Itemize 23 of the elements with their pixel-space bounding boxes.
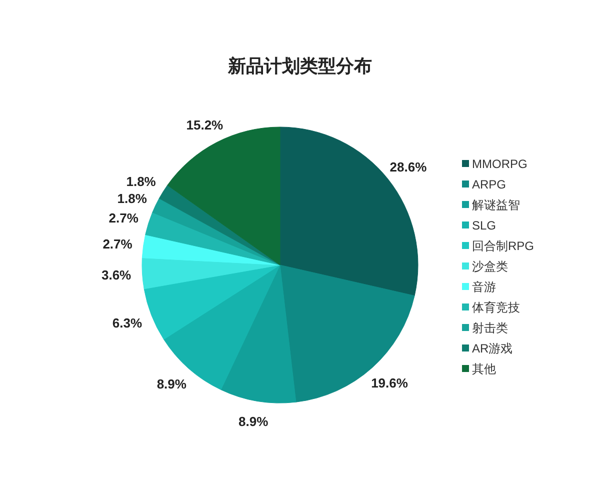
legend-label: ARPG	[472, 178, 506, 192]
data-label: 6.3%	[112, 315, 142, 330]
data-label: 28.6%	[390, 159, 428, 174]
chart-title: 新品计划类型分布	[227, 56, 372, 76]
data-label: 1.8%	[117, 191, 148, 206]
data-label: 8.9%	[156, 376, 187, 392]
data-label: 19.6%	[371, 376, 408, 391]
legend-label: 体育竞技	[472, 300, 520, 314]
data-label: 8.9%	[238, 414, 269, 429]
legend-label: 其他	[472, 362, 496, 376]
legend-label: SLG	[472, 218, 496, 232]
data-label: 15.2%	[186, 118, 224, 133]
legend-label: 射击类	[472, 321, 508, 335]
legend-label: 音游	[472, 280, 496, 294]
data-label: 3.6%	[101, 268, 132, 283]
legend-label: 解谜益智	[472, 198, 520, 212]
data-label: 1.8%	[126, 174, 156, 190]
legend-label: 回合制RPG	[472, 239, 534, 253]
legend-label: AR游戏	[472, 342, 513, 356]
data-label: 2.7%	[102, 236, 133, 252]
legend-label: MMORPG	[472, 157, 528, 171]
data-label: 2.7%	[108, 210, 139, 226]
legend-label: 沙盒类	[472, 260, 508, 274]
